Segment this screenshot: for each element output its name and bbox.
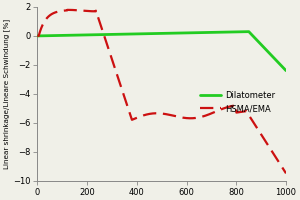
HSMA/EMA xyxy=(65,9,69,11)
HSMA/EMA xyxy=(79,9,83,12)
Line: HSMA/EMA: HSMA/EMA xyxy=(38,10,286,173)
Dilatometer xyxy=(284,69,288,72)
HSMA/EMA xyxy=(279,165,283,167)
HSMA/EMA xyxy=(131,118,135,121)
Line: Dilatometer: Dilatometer xyxy=(38,32,286,71)
Dilatometer xyxy=(64,34,68,37)
Dilatometer xyxy=(36,35,39,37)
Dilatometer xyxy=(142,33,145,35)
Y-axis label: Linear shrinkage/Lineare Schwindung [%]: Linear shrinkage/Lineare Schwindung [%] xyxy=(4,19,10,169)
Dilatometer xyxy=(279,64,283,67)
Dilatometer xyxy=(79,34,82,36)
HSMA/EMA xyxy=(64,9,68,12)
Dilatometer xyxy=(247,30,250,33)
Dilatometer xyxy=(131,33,135,35)
Legend: Dilatometer, HSMA/EMA: Dilatometer, HSMA/EMA xyxy=(198,89,277,115)
HSMA/EMA xyxy=(142,114,146,117)
HSMA/EMA xyxy=(284,172,288,175)
Dilatometer xyxy=(253,36,256,39)
HSMA/EMA xyxy=(253,123,256,125)
HSMA/EMA xyxy=(36,35,39,37)
